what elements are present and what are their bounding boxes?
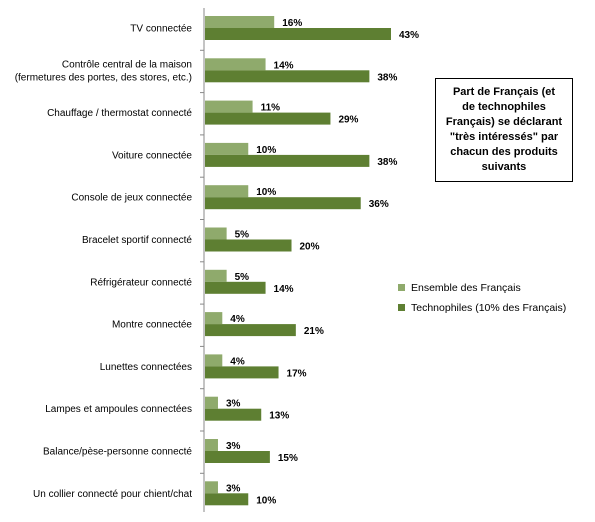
bars	[205, 16, 391, 506]
category-label: Voiture connectée	[112, 150, 192, 161]
category-label: Balance/pèse-personne connecté	[43, 447, 192, 458]
value-label: 4%	[230, 314, 245, 325]
bar-ensemble	[205, 269, 227, 282]
bar-ensemble	[205, 481, 218, 494]
category-label: Réfrigérateur connecté	[90, 277, 192, 288]
value-label: 4%	[230, 356, 245, 367]
category-label: Lunettes connectées	[100, 362, 192, 373]
value-label: 43%	[399, 30, 419, 41]
bar-technophiles	[205, 28, 391, 40]
value-label: 5%	[235, 230, 250, 241]
category-label: Lampes et ampoules connectées	[45, 404, 192, 415]
bar-technophiles	[205, 493, 249, 506]
value-label: 38%	[377, 72, 397, 83]
value-label: 11%	[261, 103, 281, 114]
value-label: 13%	[269, 411, 289, 422]
bar-technophiles	[205, 408, 262, 421]
value-label: 10%	[256, 495, 276, 506]
category-label: Montre connectée	[112, 320, 192, 331]
bar-technophiles	[205, 239, 292, 252]
bar-technophiles	[205, 366, 279, 379]
category-label: Un collier connecté pour chient/chat	[33, 489, 192, 500]
bar-technophiles	[205, 451, 270, 463]
bar-ensemble	[205, 439, 218, 451]
value-label: 16%	[282, 18, 302, 29]
legend-label: Technophiles (10% des Français)	[411, 302, 566, 314]
value-label: 10%	[256, 187, 276, 198]
bar-ensemble	[205, 185, 249, 198]
category-label: TV connectée	[130, 24, 192, 35]
value-label: 36%	[369, 199, 389, 210]
bar-technophiles	[205, 70, 370, 83]
value-label: 20%	[300, 242, 320, 253]
category-label: Chauffage / thermostat connecté	[47, 108, 192, 119]
value-label: 21%	[304, 326, 324, 337]
legend-swatch	[398, 304, 405, 311]
bar-ensemble	[205, 16, 275, 28]
legend-label: Ensemble des Français	[411, 282, 521, 294]
category-label: Console de jeux connectée	[71, 193, 192, 204]
bar-technophiles	[205, 281, 266, 294]
value-label: 14%	[274, 284, 294, 295]
value-label: 15%	[278, 453, 298, 464]
value-label: 17%	[287, 368, 307, 379]
bar-ensemble	[205, 396, 218, 409]
bar-ensemble	[205, 58, 266, 71]
category-label: Bracelet sportif connecté	[82, 235, 192, 246]
value-label: 3%	[226, 441, 241, 452]
bar-ensemble	[205, 227, 227, 240]
value-label: 3%	[226, 399, 241, 410]
bar-ensemble	[205, 354, 223, 367]
value-label: 5%	[235, 272, 250, 283]
chart-title-box: Part de Français (et de technophiles Fra…	[435, 78, 573, 182]
legend: Ensemble des Français Technophiles (10% d…	[398, 282, 566, 314]
bar-ensemble	[205, 100, 253, 113]
value-label: 10%	[256, 145, 276, 156]
bar-technophiles	[205, 197, 361, 210]
legend-swatch	[398, 284, 405, 291]
value-label: 38%	[377, 157, 397, 168]
value-label: 29%	[338, 115, 358, 126]
bar-ensemble	[205, 142, 249, 155]
category-label: Contrôle central de la maison (fermetures…	[15, 59, 192, 83]
bar-technophiles	[205, 112, 331, 125]
chart-title: Part de Français (et de technophiles Fra…	[445, 86, 563, 173]
y-axis-ticks	[200, 49, 204, 474]
value-labels: 16% 43% 14% 38% 11% 29% 10% 38% 10% 36% 5% 20% 5% 14%…	[226, 18, 419, 506]
category-labels: TV connectée Contrôle central de la maiso…	[15, 24, 193, 500]
value-label: 14%	[274, 60, 294, 71]
bar-ensemble	[205, 312, 223, 325]
value-label: 3%	[226, 483, 241, 494]
bar-technophiles	[205, 324, 296, 337]
bar-technophiles	[205, 154, 370, 167]
